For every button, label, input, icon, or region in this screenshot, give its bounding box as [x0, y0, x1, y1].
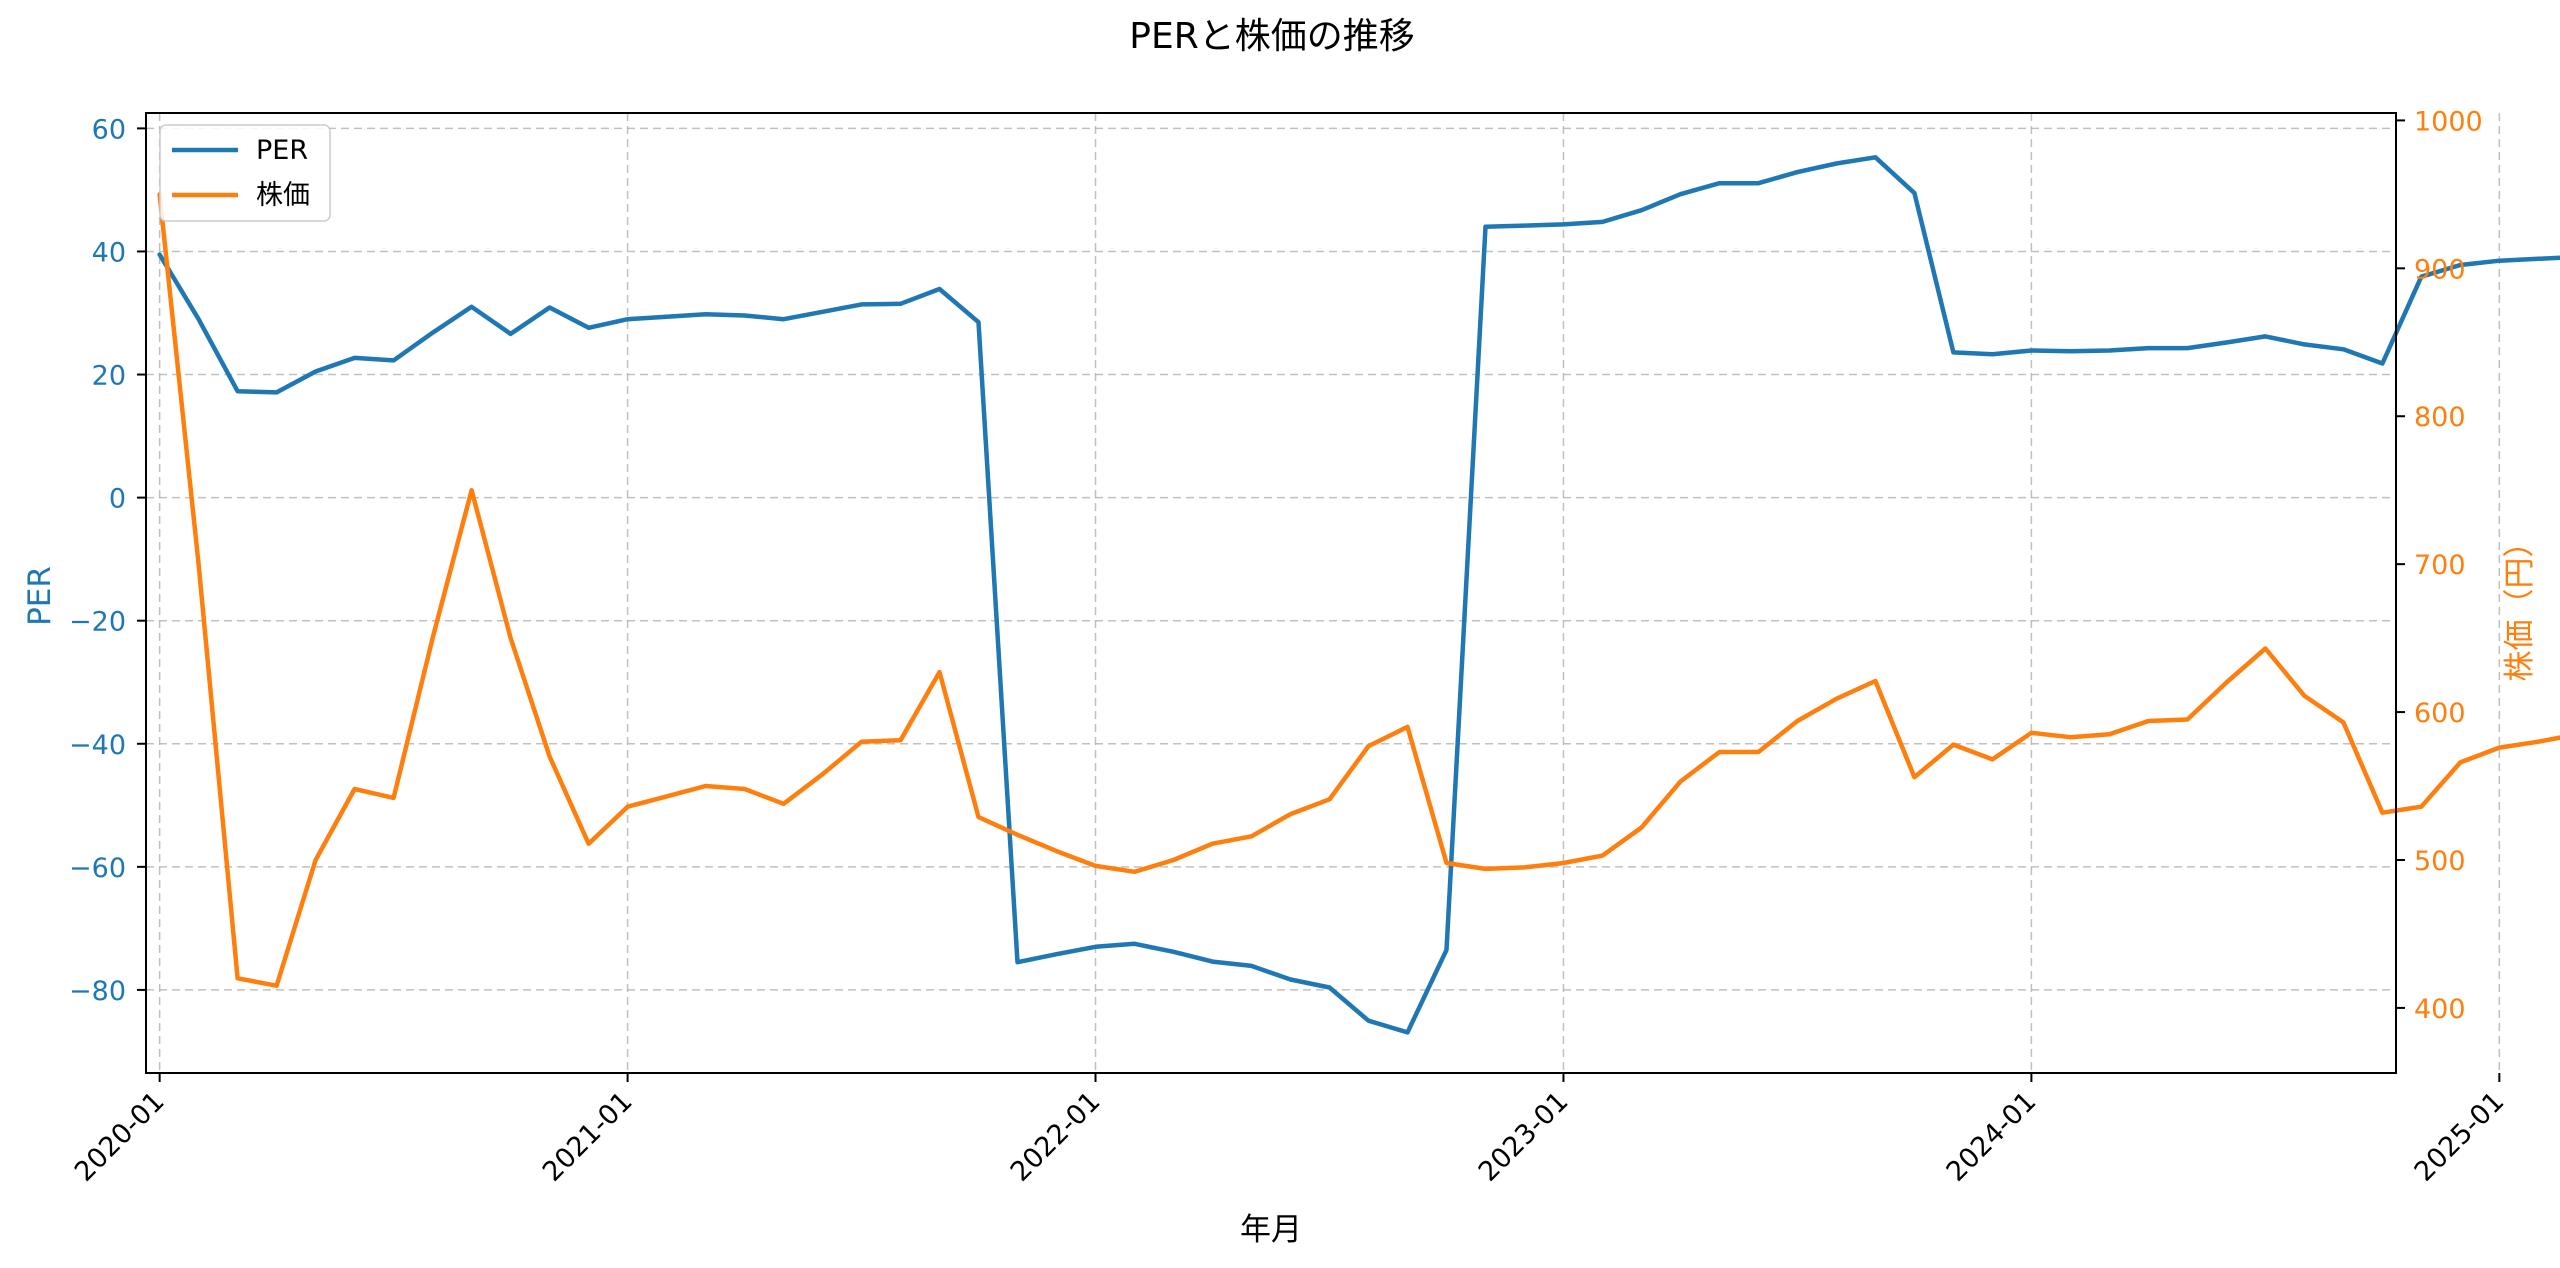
y-tick-label-left: −40 [69, 730, 126, 761]
series-line-per [157, 155, 2560, 1035]
y-tick-label-left: −80 [69, 976, 126, 1007]
y-axis-right-title: 株価（円） [2502, 527, 2538, 682]
grid [146, 113, 2501, 1073]
y-tick-label-left: 40 [92, 237, 126, 268]
y-tick-label-right: 400 [2414, 994, 2466, 1025]
y-tick-label-right: 1000 [2414, 106, 2483, 137]
x-tick-label: 2025-01 [2409, 1086, 2511, 1188]
legend: PER 株価 [159, 124, 331, 222]
y-axis-left: 60 40 20 0 −20 −40 −60 −80 [69, 114, 146, 1007]
y-tick-label-right: 900 [2414, 254, 2466, 285]
y-axis-right: 1000 900 800 700 600 500 400 [2396, 106, 2483, 1025]
y-tick-label-left: −60 [69, 853, 126, 884]
x-tick-label: 2022-01 [1005, 1086, 1107, 1188]
legend-label-per: PER [256, 135, 308, 166]
x-tick-label: 2024-01 [1941, 1086, 2043, 1188]
y-tick-label-left: 60 [92, 114, 126, 145]
x-tick-label: 2021-01 [537, 1086, 639, 1188]
plot-frame [145, 112, 2397, 1074]
chart-title: PERと株価の推移 [1129, 16, 1414, 57]
y-tick-label-right: 700 [2414, 550, 2466, 581]
series-line-price [157, 192, 2560, 988]
x-tick-label: 2023-01 [1473, 1086, 1575, 1188]
x-tick-label: 2020-01 [69, 1086, 171, 1188]
legend-label-price: 株価 [256, 180, 310, 211]
y-tick-label-right: 600 [2414, 698, 2466, 729]
series-lines [157, 155, 2560, 1035]
y-tick-label-right: 500 [2414, 846, 2466, 877]
x-axis-title: 年月 [1240, 1212, 1302, 1248]
y-tick-label-right: 800 [2414, 402, 2466, 433]
y-tick-label-left: 20 [92, 361, 126, 392]
x-axis: 2020-01 2021-01 2022-01 2023-01 2024-01 2025-… [69, 1073, 2510, 1188]
y-tick-label-left: 0 [109, 484, 126, 515]
y-axis-left-title: PER [22, 566, 58, 626]
y-tick-label-left: −20 [69, 607, 126, 638]
